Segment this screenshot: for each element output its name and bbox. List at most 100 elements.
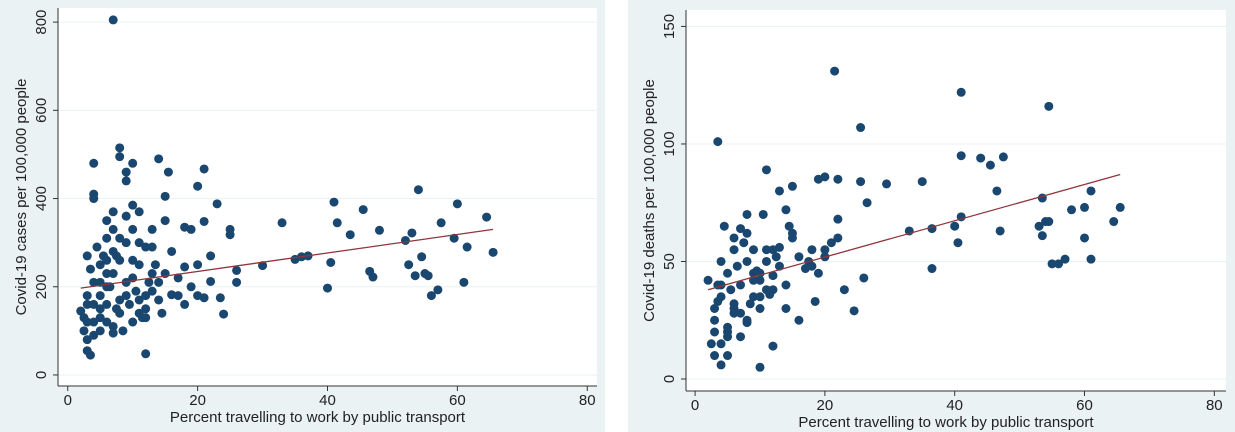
point — [710, 315, 720, 325]
point — [713, 137, 723, 147]
point — [82, 251, 92, 261]
point — [1054, 259, 1064, 269]
point — [716, 256, 726, 266]
point — [79, 326, 89, 336]
point — [710, 304, 720, 314]
point — [739, 238, 749, 248]
point — [219, 309, 229, 319]
point — [121, 238, 131, 248]
point — [215, 293, 225, 303]
point — [89, 330, 99, 340]
point — [115, 233, 125, 243]
point — [144, 277, 154, 287]
point — [89, 194, 99, 204]
point — [1080, 202, 1090, 212]
point — [95, 260, 105, 270]
point — [998, 152, 1008, 162]
point — [368, 272, 378, 282]
point — [95, 291, 105, 301]
point — [358, 205, 368, 215]
point — [134, 260, 144, 270]
point — [723, 268, 733, 278]
point — [180, 222, 190, 232]
point — [82, 291, 92, 301]
point — [787, 228, 797, 238]
point — [729, 308, 739, 318]
point — [761, 245, 771, 255]
point — [953, 238, 963, 248]
point — [995, 226, 1005, 236]
point — [729, 245, 739, 255]
point — [462, 242, 472, 252]
point — [121, 176, 131, 186]
point — [134, 238, 144, 248]
point — [784, 221, 794, 231]
point — [128, 200, 138, 210]
point — [167, 290, 177, 300]
point — [108, 269, 118, 279]
point — [180, 299, 190, 309]
point — [141, 349, 151, 359]
point — [761, 165, 771, 175]
point — [771, 252, 781, 262]
point — [956, 87, 966, 97]
point — [115, 152, 125, 162]
x-tick-label: 20 — [817, 397, 834, 414]
point — [102, 255, 112, 265]
point — [134, 207, 144, 217]
point — [124, 299, 134, 309]
point — [1115, 202, 1125, 212]
point — [839, 285, 849, 295]
point — [173, 273, 183, 283]
point — [102, 299, 112, 309]
point — [927, 264, 937, 274]
point — [92, 242, 102, 252]
point — [332, 218, 342, 228]
point — [277, 218, 287, 228]
x-tick-label: 80 — [1206, 397, 1223, 414]
point — [813, 174, 823, 184]
point — [147, 242, 157, 252]
point — [160, 216, 170, 226]
point — [703, 275, 713, 285]
x-tick-label: 80 — [579, 392, 596, 409]
point — [742, 228, 752, 238]
point — [433, 285, 443, 295]
point — [374, 225, 384, 235]
point — [768, 285, 778, 295]
plot-area — [58, 8, 597, 386]
point — [992, 186, 1002, 196]
point — [128, 317, 138, 327]
point — [781, 304, 791, 314]
point — [749, 245, 758, 255]
point — [193, 260, 203, 270]
point — [917, 177, 927, 187]
point — [882, 179, 892, 189]
point — [329, 197, 339, 207]
point — [115, 295, 125, 305]
point — [108, 328, 118, 338]
point — [89, 317, 99, 327]
point — [488, 247, 498, 257]
point — [755, 304, 765, 314]
point — [121, 291, 131, 301]
point — [407, 228, 417, 238]
y-tick-label: 200 — [33, 274, 50, 299]
point — [157, 308, 167, 318]
point — [163, 167, 173, 177]
x-tick-label: 40 — [319, 392, 336, 409]
point — [131, 286, 141, 296]
point — [417, 252, 427, 262]
point — [154, 154, 164, 164]
point — [115, 143, 125, 153]
x-axis-label: Percent travelling to work by public tra… — [170, 409, 466, 426]
y-tick-label: 600 — [33, 98, 50, 123]
point — [820, 245, 830, 255]
point — [128, 158, 138, 168]
point — [833, 214, 843, 224]
y-tick-label: 150 — [661, 14, 678, 39]
point — [102, 317, 112, 327]
point — [706, 339, 716, 349]
plot-area — [686, 10, 1226, 391]
